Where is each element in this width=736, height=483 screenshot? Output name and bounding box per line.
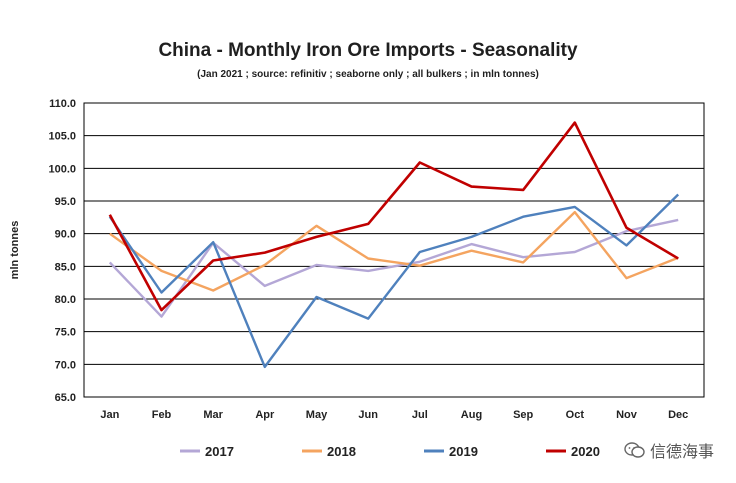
x-tick-label: Mar [203, 409, 223, 421]
x-tick-label: Feb [152, 409, 172, 421]
y-tick-label: 100.0 [48, 163, 76, 175]
series-line-2017 [108, 218, 679, 318]
legend-label-2018: 2018 [327, 444, 356, 459]
y-tick-label: 105.0 [48, 131, 76, 143]
x-tick-label: Nov [616, 409, 638, 421]
plot-area [83, 102, 705, 398]
x-tick-label: Jun [358, 409, 378, 421]
y-tick-label: 75.0 [55, 327, 76, 339]
watermark-text: 信德海事 [649, 442, 714, 461]
x-tick-label: Jan [100, 409, 119, 421]
y-tick-label: 95.0 [55, 196, 76, 208]
legend-label-2017: 2017 [205, 444, 234, 459]
y-tick-label: 85.0 [55, 261, 76, 273]
x-tick-label: Apr [255, 409, 275, 421]
x-tick-label: Jul [412, 409, 428, 421]
series-line-2019 [108, 193, 680, 369]
watermark: 信德海事 [624, 438, 714, 462]
y-tick-label: 70.0 [55, 359, 76, 371]
chart-title: China - Monthly Iron Ore Imports - Seaso… [158, 40, 578, 61]
y-tick-label: 65.0 [55, 392, 76, 404]
legend-label-2019: 2019 [449, 444, 478, 459]
y-axis-label: mln tonnes [9, 221, 21, 280]
chart-subtitle: (Jan 2021 ; source: refinitiv ; seaborne… [197, 69, 539, 80]
series-line-2018 [109, 210, 679, 292]
x-tick-label: May [306, 409, 328, 421]
legend-label-2020: 2020 [571, 444, 600, 459]
x-tick-label: Dec [668, 409, 688, 421]
series-line-2020 [108, 121, 679, 312]
y-tick-label: 80.0 [55, 294, 76, 306]
x-tick-label: Oct [566, 409, 585, 421]
y-tick-label: 110.0 [49, 98, 76, 110]
wechat-icon [624, 442, 645, 458]
y-tick-label: 90.0 [55, 229, 76, 241]
x-tick-label: Aug [461, 409, 482, 421]
x-tick-label: Sep [513, 409, 533, 421]
